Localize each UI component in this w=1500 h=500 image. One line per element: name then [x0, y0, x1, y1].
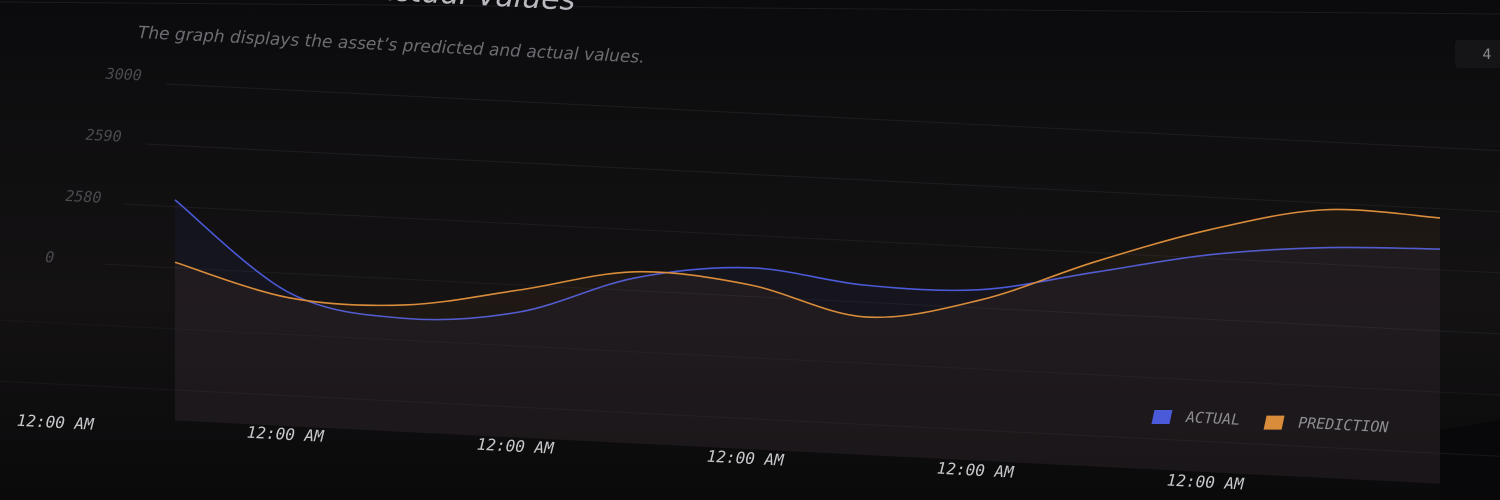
legend-label: PREDICTION [1298, 414, 1390, 437]
badge[interactable]: 4 [1483, 47, 1492, 63]
legend-swatch [1263, 415, 1285, 430]
series-line [174, 208, 1441, 319]
y-tick-label: 2580 [65, 187, 102, 207]
badge-box[interactable] [1455, 40, 1500, 68]
grid-line [104, 263, 1500, 335]
y-tick-label: 2590 [85, 126, 122, 146]
x-tick-label: 12:00 AM [476, 435, 555, 458]
x-tick-label: 12:00 AM [16, 411, 95, 434]
series-area [175, 209, 1440, 484]
grid-line-extra [0, 319, 1500, 396]
x-tick-label: 12:00 AM [936, 459, 1015, 482]
grid-line [125, 203, 1500, 274]
grid-line [145, 143, 1500, 213]
series-line [174, 199, 1441, 321]
grid-line-extra [0, 380, 1500, 457]
grid-line [165, 83, 1500, 152]
legend-swatch [1151, 410, 1173, 424]
y-tick-label: 3000 [104, 65, 142, 85]
x-tick-label: 12:00 AM [1166, 471, 1245, 494]
panel-border [0, 1, 1500, 15]
x-tick-label: 12:00 AM [706, 447, 785, 470]
series-area [175, 199, 1440, 484]
legend-label: ACTUAL [1185, 408, 1241, 429]
x-tick-label: 12:00 AM [246, 423, 325, 446]
y-tick-label: 0 [45, 248, 55, 266]
